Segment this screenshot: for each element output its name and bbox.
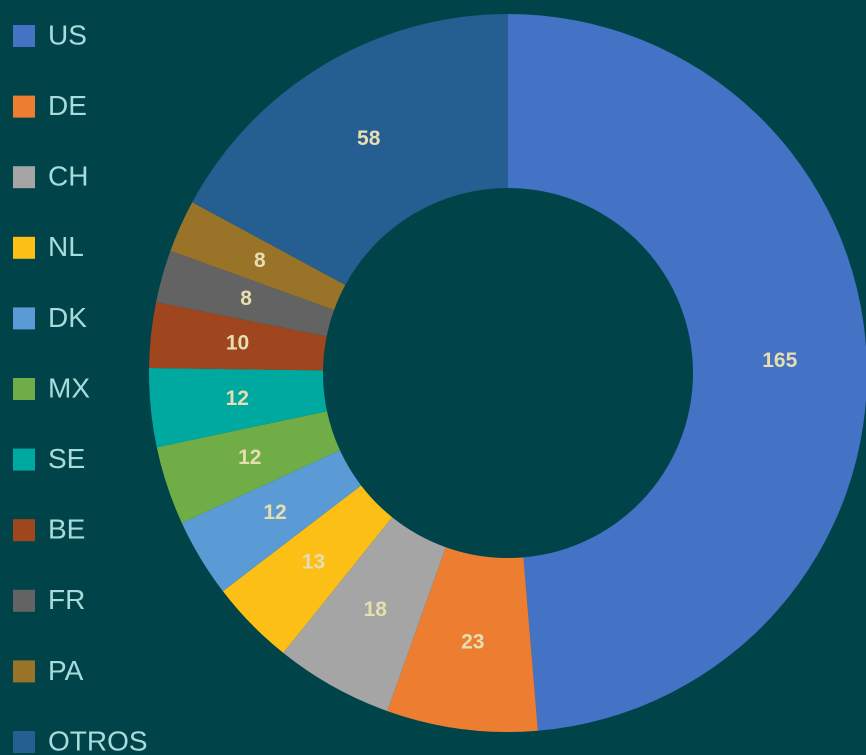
legend-swatch [13,95,35,118]
legend-label: OTROS [48,725,148,755]
donut-slice [222,485,393,653]
data-label: 8 [240,287,252,310]
legend-label: DE [48,90,87,121]
donut-slice [192,13,508,285]
legend-swatch [13,448,35,471]
donut-slice [283,517,446,712]
donut-slice [508,14,866,731]
legend-label: NL [48,231,84,262]
donut-slice [387,547,538,732]
legend-swatch [13,378,35,400]
legend-label: FR [48,584,85,615]
legend-label: PA [48,655,84,686]
donut-slice [170,202,346,310]
legend-swatch [13,166,35,189]
legend-swatch [13,589,35,612]
legend-swatch [13,660,35,683]
data-label: 23 [461,630,484,653]
donut-slice [149,301,327,371]
donut-slice [156,411,340,523]
legend-label: MX [48,372,90,403]
legend-swatch [13,25,35,47]
legend-swatch [13,519,35,542]
legend-swatch [13,307,35,330]
legend-label: SE [48,443,85,474]
data-label: 58 [357,127,381,150]
data-label: 10 [226,332,249,355]
data-label: 12 [226,387,249,410]
legend-label: CH [48,161,88,192]
legend-swatch [13,236,35,259]
legend-label: DK [48,302,87,333]
data-label: 13 [302,551,325,574]
data-label: 18 [364,598,388,621]
legend-swatch [13,731,35,753]
donut-slice [149,368,328,448]
legend-label: US [48,19,87,50]
legend-label: BE [48,514,85,545]
donut-slice [181,450,362,592]
donut-slice [156,250,335,337]
data-label: 12 [238,446,261,469]
data-label: 165 [762,349,797,372]
data-label: 8 [254,249,266,272]
data-label: 12 [263,501,286,524]
